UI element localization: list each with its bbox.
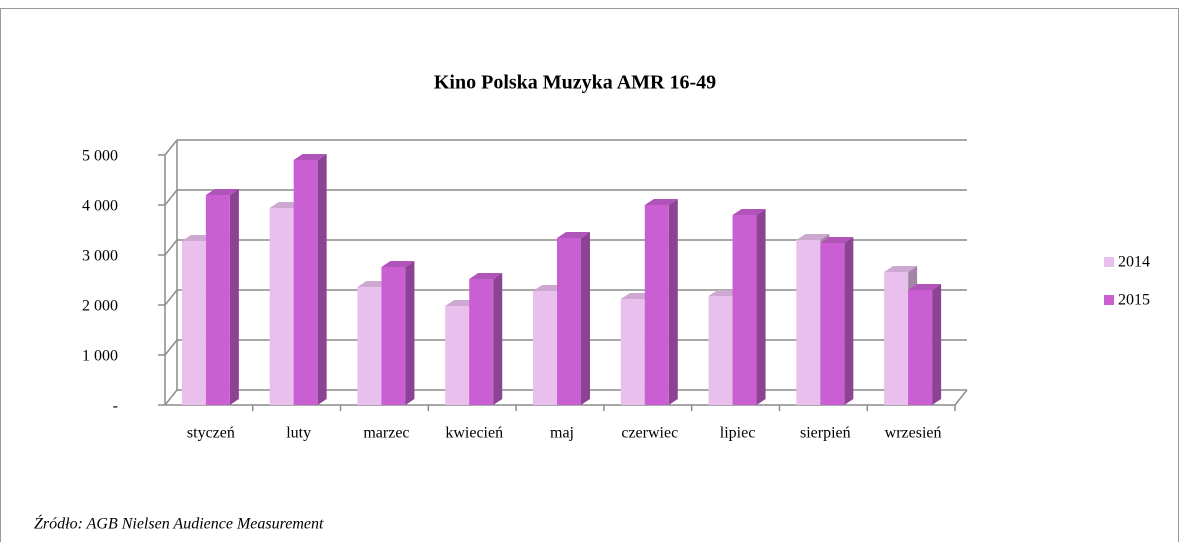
- bar-top: [908, 284, 942, 290]
- bar-front: [908, 290, 933, 405]
- grid-line: [164, 189, 178, 206]
- grid-line: [164, 339, 178, 356]
- bar-front: [557, 238, 581, 405]
- bar-side: [317, 154, 327, 405]
- bar-side: [493, 273, 503, 405]
- bar: [293, 154, 327, 405]
- bar-front: [357, 287, 382, 405]
- floor-line: [954, 389, 968, 406]
- bar-top: [469, 273, 503, 279]
- bar-front: [884, 272, 909, 405]
- bar-top: [381, 261, 415, 267]
- bar-side: [668, 199, 678, 405]
- x-tick-label: sierpień: [800, 425, 851, 442]
- bar-front: [620, 299, 645, 405]
- bar-top: [884, 266, 918, 272]
- bar: [381, 261, 415, 405]
- bar-side: [844, 237, 854, 405]
- x-tick-label: luty: [286, 425, 311, 442]
- bar-front: [820, 243, 845, 405]
- legend-swatch: [1104, 257, 1114, 267]
- bar-side: [581, 232, 590, 405]
- y-tick-label: 4 000: [82, 198, 118, 215]
- bar-side: [756, 209, 766, 405]
- bar-front: [445, 306, 470, 405]
- bar-front: [732, 215, 757, 405]
- x-tick-label: lipiec: [720, 425, 756, 442]
- bar-top: [796, 234, 830, 240]
- bar: [644, 199, 678, 405]
- grid-line: [164, 289, 178, 306]
- x-tick-label: marzec: [363, 425, 409, 442]
- bar: [908, 284, 942, 405]
- x-tick-label: styczeń: [187, 425, 235, 442]
- bar: [732, 209, 766, 405]
- bar-front: [205, 195, 230, 405]
- bar-front: [269, 208, 294, 405]
- bar: [469, 273, 503, 405]
- bar-top: [820, 237, 854, 243]
- y-tick-label: 1 000: [82, 348, 118, 365]
- bar-top: [293, 154, 327, 160]
- bar: [205, 189, 239, 405]
- x-tick-label: wrzesień: [885, 425, 942, 442]
- bar-front: [644, 205, 669, 405]
- x-tick-label: kwiecień: [445, 425, 503, 442]
- y-tick-label: -: [113, 398, 118, 415]
- bar-front: [381, 267, 406, 405]
- chart-title: Kino Polska Muzyka AMR 16-49: [434, 72, 716, 94]
- legend-label: 2015: [1118, 292, 1150, 309]
- y-tick-label: 5 000: [82, 148, 118, 165]
- grid-line: [164, 389, 178, 406]
- bar-front: [708, 296, 733, 405]
- x-tick-label: maj: [550, 425, 574, 442]
- bar: [557, 232, 590, 405]
- bar-front: [469, 279, 494, 405]
- grid-line: [164, 239, 178, 256]
- bar-top: [644, 199, 678, 205]
- bar-side: [932, 284, 942, 405]
- y-tick-label: 3 000: [82, 248, 118, 265]
- bar-front: [181, 241, 206, 405]
- x-tick-label: czerwiec: [621, 425, 678, 442]
- legend-swatch: [1104, 295, 1114, 305]
- bar-top: [205, 189, 239, 195]
- bar-front: [533, 291, 557, 405]
- y-tick-label: 2 000: [82, 298, 118, 315]
- bar: [820, 237, 854, 405]
- source-note: Źródło: AGB Nielsen Audience Measurement: [34, 514, 324, 533]
- bar-side: [229, 189, 239, 405]
- legend-label: 2014: [1118, 254, 1150, 271]
- bar-top: [557, 232, 590, 238]
- bar-front: [796, 240, 821, 405]
- grid-line: [164, 139, 178, 156]
- bar-front: [293, 160, 318, 405]
- bar-top: [732, 209, 766, 215]
- bar-side: [405, 261, 415, 405]
